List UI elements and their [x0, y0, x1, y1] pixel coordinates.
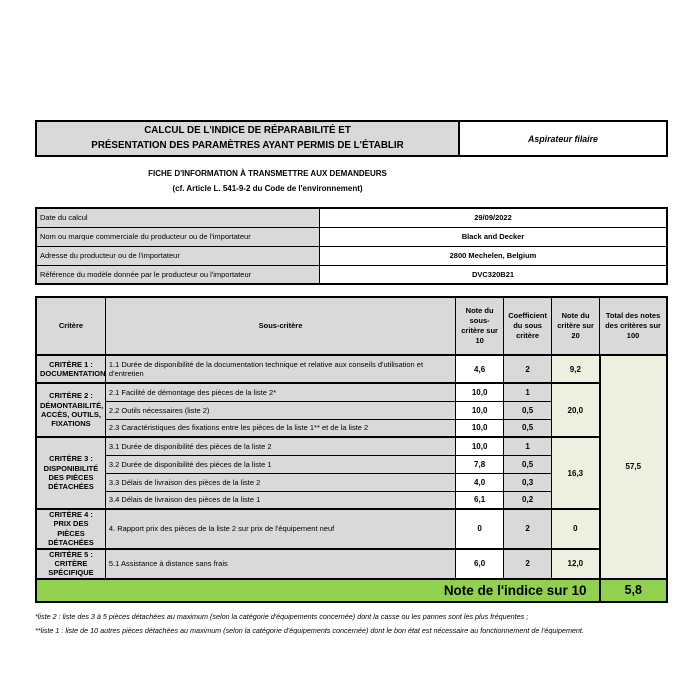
note-2-3: 10,0: [455, 418, 505, 438]
row-3-4: 3.4 Délais de livraison des pièces de la…: [36, 490, 667, 510]
sub-criterion-3-1: 3.1 Durée de disponibilité des pièces de…: [104, 436, 457, 456]
row-3-1: CRITÈRE 3 : DISPONIBILITÉ DES PIÈCES DÉT…: [35, 436, 667, 510]
header-coefficient: Coefficient du sous critère: [503, 296, 553, 356]
criterion-3-label: CRITÈRE 3 : DISPONIBILITÉ DES PIÈCES DÉT…: [35, 436, 106, 510]
info-label-address: Adresse du producteur ou de l'importateu…: [35, 245, 320, 266]
title-line-1: CALCUL DE L'INDICE DE RÉPARABILITÉ ET: [144, 124, 351, 136]
note-3-3: 4,0: [455, 472, 505, 492]
header-note-sous-critere: Note du sous-critère sur 10: [455, 296, 505, 356]
row-3-3: 3.3 Délais de livraison des pièces de la…: [36, 472, 667, 492]
criterion-2-label: CRITÈRE 2 : DÉMONTABILITÉ, ACCÈS, OUTILS…: [35, 382, 106, 438]
note-2-2: 10,0: [455, 400, 505, 420]
sub-criterion-3-4: 3.4 Délais de livraison des pièces de la…: [104, 490, 457, 510]
info-row-brand: Nom ou marque commerciale du producteur …: [35, 226, 668, 247]
repairability-index-document: CALCUL DE L'INDICE DE RÉPARABILITÉ ET PR…: [35, 120, 668, 639]
header-total-100: Total des notes des critères sur 100: [599, 296, 668, 356]
note20-criterion-4: 0: [551, 508, 601, 549]
footnote-liste-1: **liste 1 : liste de 10 autres pièces dé…: [35, 626, 584, 636]
note20-criterion-5: 12,0: [551, 547, 601, 580]
info-value-model: DVC320B21: [319, 264, 668, 285]
final-index-value: 5,8: [598, 577, 668, 603]
coeff-1-1: 2: [503, 354, 553, 384]
info-row-model: Référence du modèle donnée par le produc…: [35, 264, 668, 285]
note-5-1: 6,0: [455, 547, 505, 580]
sub-criterion-2-3: 2.3 Caractéristiques des fixations entre…: [104, 418, 457, 438]
row-1-1: CRITÈRE 1 : DOCUMENTATION 1.1 Durée de d…: [35, 354, 668, 580]
info-label-brand: Nom ou marque commerciale du producteur …: [35, 226, 320, 247]
row-4: CRITÈRE 4 : PRIX DES PIÈCES DÉTACHÉES 4.…: [35, 508, 667, 549]
coeff-3-3: 0,3: [503, 472, 553, 492]
sub-criterion-2-1: 2.1 Facilité de démontage des pièces de …: [104, 382, 457, 402]
info-label-model: Référence du modèle donnée par le produc…: [35, 264, 320, 285]
document-subtitle: FICHE D'INFORMATION À TRANSMETTRE AUX DE…: [35, 166, 500, 196]
note-3-4: 6,1: [455, 490, 505, 510]
coeff-2-2: 0,5: [503, 400, 553, 420]
sub-criterion-5-1: 5.1 Assistance à distance sans frais: [104, 547, 457, 580]
note-2-1: 10,0: [455, 382, 505, 402]
header-note-critere-20: Note du critère sur 20: [551, 296, 601, 356]
criterion-5-label: CRITÈRE 5 : CRITÈRE SPÉCIFIQUE: [35, 547, 106, 580]
info-label-date: Date du calcul: [35, 207, 320, 228]
note-1-1: 4,6: [455, 354, 505, 384]
final-index-label: Note de l'indice sur 10: [35, 577, 601, 603]
title-line-2: PRÉSENTATION DES PARAMÈTRES AYANT PERMIS…: [91, 139, 404, 151]
info-table: Date du calcul 29/09/2022 Nom ou marque …: [35, 207, 668, 285]
product-category-box: Aspirateur filaire: [460, 122, 666, 155]
coeff-2-1: 1: [503, 382, 553, 402]
note20-criterion-3: 16,3: [551, 436, 601, 510]
coeff-3-4: 0,2: [503, 490, 553, 510]
info-value-date: 29/09/2022: [319, 207, 668, 228]
coeff-3-2: 0,5: [503, 454, 553, 474]
coeff-2-3: 0,5: [503, 418, 553, 438]
sub-criterion-3-3: 3.3 Délais de livraison des pièces de la…: [104, 472, 457, 492]
info-value-address: 2800 Mechelen, Belgium: [319, 245, 668, 266]
note20-criterion-1: 9,2: [551, 354, 601, 384]
row-2-1: CRITÈRE 2 : DÉMONTABILITÉ, ACCÈS, OUTILS…: [35, 382, 667, 438]
criteria-table: Critère Sous-critère Note du sous-critèr…: [35, 296, 668, 603]
final-index-row: Note de l'indice sur 10 5,8: [35, 577, 668, 603]
row-3-2: 3.2 Durée de disponibilité des pièces de…: [36, 454, 667, 474]
criteria-table-header: Critère Sous-critère Note du sous-critèr…: [35, 296, 668, 356]
sub-criterion-1-1: 1.1 Durée de disponibilité de la documen…: [104, 354, 457, 384]
info-row-date: Date du calcul 29/09/2022: [35, 207, 668, 228]
sub-criterion-4: 4. Rapport prix des pièces de la liste 2…: [104, 508, 457, 549]
note20-criterion-2: 20,0: [551, 382, 601, 438]
coeff-5-1: 2: [503, 547, 553, 580]
document-header: CALCUL DE L'INDICE DE RÉPARABILITÉ ET PR…: [35, 120, 668, 157]
info-row-address: Adresse du producteur ou de l'importateu…: [35, 245, 668, 266]
note-4: 0: [455, 508, 505, 549]
info-value-brand: Black and Decker: [319, 226, 668, 247]
subtitle-line-1: FICHE D'INFORMATION À TRANSMETTRE AUX DE…: [148, 169, 387, 178]
document-title: CALCUL DE L'INDICE DE RÉPARABILITÉ ET PR…: [37, 122, 460, 155]
criterion-4-label: CRITÈRE 4 : PRIX DES PIÈCES DÉTACHÉES: [35, 508, 106, 549]
criterion-1-label: CRITÈRE 1 : DOCUMENTATION: [35, 354, 106, 384]
sub-criterion-2-2: 2.2 Outils nécessaires (liste 2): [104, 400, 457, 420]
sub-criterion-3-2: 3.2 Durée de disponibilité des pièces de…: [104, 454, 457, 474]
header-sous-critere: Sous-critère: [104, 296, 457, 356]
footnote-liste-2: *liste 2 : liste des 3 à 5 pièces détach…: [35, 611, 529, 621]
coeff-4: 2: [503, 508, 553, 549]
header-critere: Critère: [35, 296, 106, 356]
note-3-2: 7,8: [455, 454, 505, 474]
note-3-1: 10,0: [455, 436, 505, 456]
total-over-100: 57,5: [598, 354, 668, 580]
row-5-1: CRITÈRE 5 : CRITÈRE SPÉCIFIQUE 5.1 Assis…: [35, 547, 667, 580]
coeff-3-1: 1: [503, 436, 553, 456]
subtitle-line-2: (cf. Article L. 541-9-2 du Code de l'env…: [172, 184, 363, 193]
product-category-label: Aspirateur filaire: [528, 133, 598, 144]
footnotes: *liste 2 : liste des 3 à 5 pièces détach…: [35, 610, 668, 639]
